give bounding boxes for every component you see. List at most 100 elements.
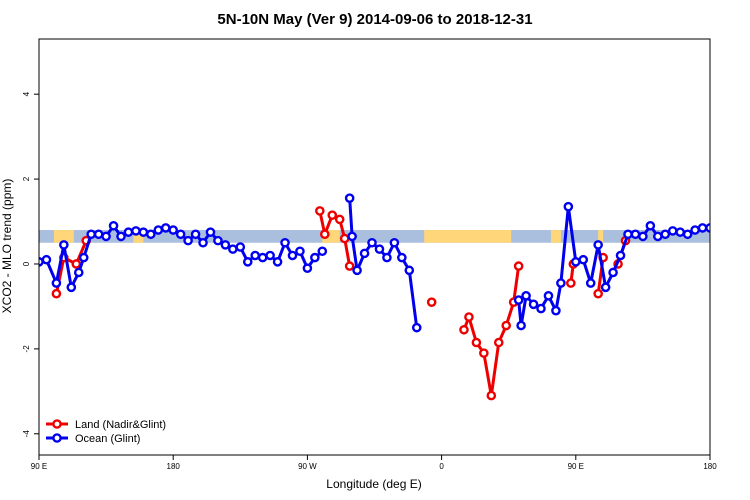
data-point [536, 303, 546, 314]
data-point [73, 267, 84, 278]
data-point [459, 324, 469, 335]
data-point [257, 252, 268, 263]
data-point [389, 237, 400, 248]
y-tick-label: 2 [22, 176, 31, 181]
data-point [272, 257, 283, 267]
data-point [593, 240, 603, 250]
data-point [242, 257, 253, 267]
data-point [352, 265, 362, 276]
data-point [138, 227, 149, 237]
data-point [319, 229, 330, 240]
data-point [41, 254, 52, 265]
data-point [116, 231, 126, 242]
data-point [71, 259, 82, 269]
data-point [493, 337, 504, 348]
data-point [153, 225, 164, 235]
data-point [287, 250, 298, 261]
x-tick-label: 90 W [298, 462, 317, 471]
data-point [645, 220, 656, 231]
data-point [359, 248, 370, 259]
data-point [250, 250, 261, 261]
data-point [471, 337, 482, 348]
data-point [571, 257, 581, 267]
data-point [623, 229, 633, 240]
plot-area [39, 193, 710, 401]
data-point [123, 227, 134, 237]
data-point [630, 229, 641, 240]
x-axis: 90 E 180 90 W 0 90 E 180 [31, 455, 717, 471]
data-point [675, 227, 685, 237]
data-point [521, 291, 531, 301]
legend-swatch-marker [52, 419, 62, 429]
data-point [367, 237, 377, 248]
data-point [228, 244, 238, 254]
data-point [397, 252, 407, 263]
data-point [667, 226, 678, 236]
legend: Land (Nadir&Glint) Ocean (Glint) [46, 419, 166, 445]
legend-label: Land (Nadir&Glint) [75, 419, 166, 431]
data-point [556, 278, 566, 288]
data-point [86, 229, 96, 240]
data-point [205, 227, 216, 237]
data-point [551, 305, 561, 316]
data-point [213, 235, 223, 246]
data-point [653, 231, 663, 242]
data-point [382, 252, 392, 263]
x-tick-label: 0 [439, 462, 444, 471]
x-axis-label: Longitude (deg E) [326, 477, 421, 491]
data-point [66, 282, 77, 293]
land-band-span [598, 230, 604, 243]
data-point [101, 231, 111, 242]
data-point [280, 237, 290, 248]
data-point [327, 210, 338, 220]
series-line [517, 205, 710, 328]
data-point [516, 320, 526, 331]
data-point [317, 246, 328, 257]
data-point [513, 261, 524, 271]
y-tick-label: -2 [22, 345, 31, 353]
data-point [51, 288, 62, 299]
chart-title: 5N-10N May (Ver 9) 2014-09-06 to 2018-12… [217, 11, 532, 28]
data-point [220, 240, 231, 250]
land-band-span [133, 230, 144, 243]
y-tick-label: 4 [22, 91, 31, 96]
x-tick-label: 180 [167, 462, 181, 471]
x-tick-label: 90 E [568, 462, 584, 471]
data-point [131, 226, 141, 236]
data-point [543, 291, 554, 301]
data-point [566, 278, 576, 288]
data-point [235, 242, 246, 252]
data-point [593, 288, 603, 299]
y-axis-label: XCO2 - MLO trend (ppm) [0, 179, 14, 314]
series-line [54, 239, 88, 296]
data-point [426, 297, 437, 307]
data-point [175, 229, 186, 240]
data-point [168, 225, 178, 235]
data-point [198, 237, 208, 248]
data-point [705, 223, 710, 233]
data-point [93, 229, 104, 240]
land-band-span [550, 230, 561, 243]
data-point [690, 225, 700, 235]
data-point [600, 282, 611, 293]
data-point [295, 246, 305, 257]
x-tick-label: 90 E [31, 462, 47, 471]
legend-label: Ocean (Glint) [75, 433, 140, 445]
data-point [339, 233, 350, 244]
data-point [660, 229, 671, 240]
data-point [486, 390, 497, 401]
data-point [404, 265, 415, 276]
plot-frame [38, 38, 711, 456]
data-point [374, 244, 385, 254]
land-band-span [53, 230, 74, 243]
data-point [108, 220, 119, 231]
data-point [347, 231, 357, 242]
data-point [513, 295, 524, 305]
data-point [265, 250, 275, 261]
data-point [344, 261, 355, 271]
data-point [585, 278, 596, 288]
legend-swatch-marker [52, 433, 62, 443]
data-point [344, 193, 355, 203]
data-point [697, 223, 708, 233]
data-point [479, 348, 489, 358]
